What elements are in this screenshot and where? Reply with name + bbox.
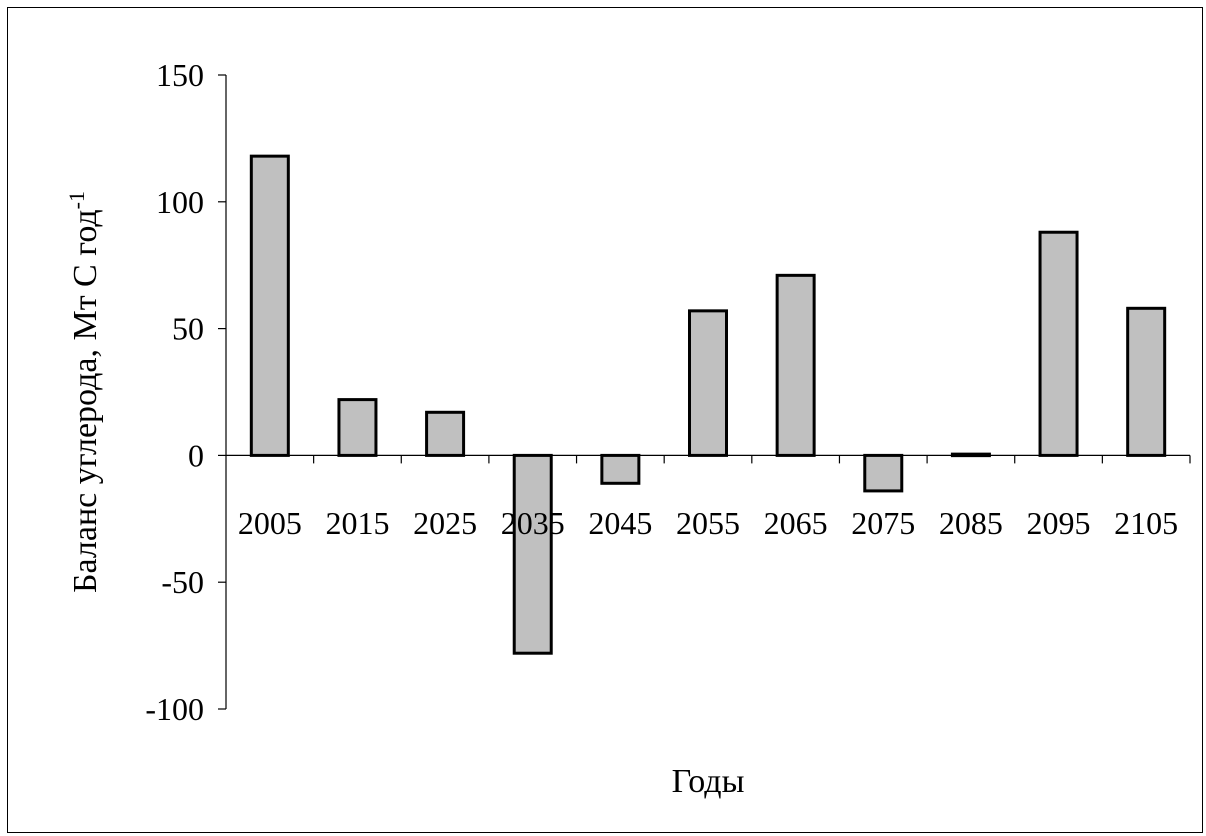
y-ticks-group: 150 100 50 0 -50 -100 [145,57,226,727]
x-ticks-group [313,455,1191,464]
y-axis-title-superscript: -1 [64,191,89,209]
bar-2075 [863,453,904,493]
bar-2055 [688,309,728,457]
x-tick-label: 2085 [939,505,1003,541]
chart-frame [7,7,1203,833]
y-tick-label: 150 [156,57,204,93]
x-tick-label: 2055 [676,505,740,541]
y-tick-label: -100 [145,691,204,727]
x-tick-label: 2015 [325,505,389,541]
y-tick-label: 0 [188,437,204,473]
x-tick-label: 2075 [851,505,915,541]
y-tick-label: 50 [172,311,204,347]
x-tick-label: 2065 [764,505,828,541]
y-tick-label: 100 [156,184,204,220]
x-tick-labels-group: 2005 2015 2025 2035 2045 2055 2065 2075 2085 2095… [238,505,1178,541]
bar-2095 [1038,230,1079,457]
bar-2035 [512,453,553,655]
bar-2005 [249,154,290,457]
x-tick-label: 2005 [238,505,302,541]
y-axis-title: Баланс углерода, Мт С год-1 [64,191,105,593]
bar-2015 [337,398,378,457]
bar-2105 [1126,306,1167,457]
bar-2025 [425,410,466,457]
y-tick-label: -50 [161,564,204,600]
axes-group [225,75,1190,709]
bar-2045 [600,453,641,485]
x-tick-label: 2025 [413,505,477,541]
x-tick-label: 2045 [588,505,652,541]
x-tick-label: 2105 [1114,505,1178,541]
x-tick-label: 2035 [501,505,565,541]
x-tick-label: 2095 [1027,505,1091,541]
bars-group [249,154,1167,655]
x-axis-title: Годы [672,763,745,800]
bar-2065 [775,273,816,457]
y-axis-title-text: Баланс углерода, Мт С год [67,209,104,593]
